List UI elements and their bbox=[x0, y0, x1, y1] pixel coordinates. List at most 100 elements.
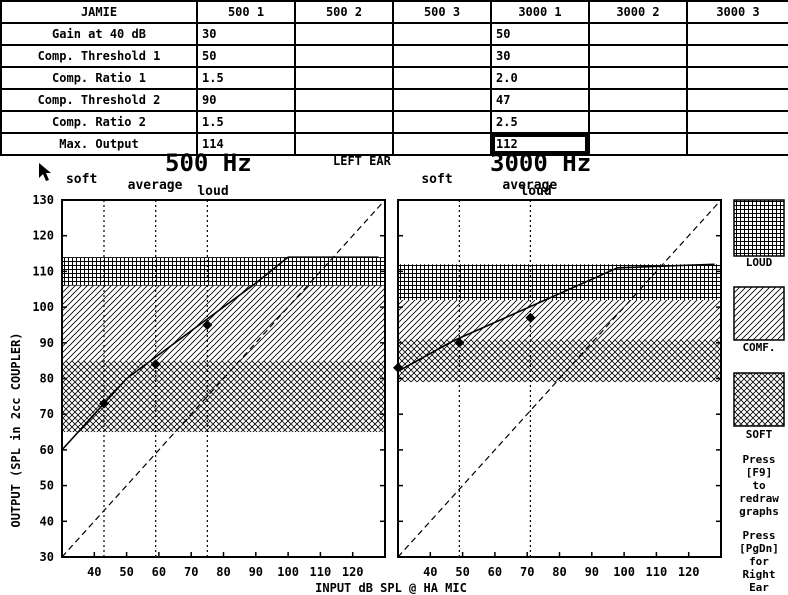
parameter-cell[interactable]: 90 bbox=[196, 88, 296, 112]
parameter-cell[interactable] bbox=[686, 44, 788, 68]
parameter-cell[interactable] bbox=[588, 132, 688, 156]
parameter-cell[interactable] bbox=[392, 110, 492, 134]
row-label: Comp. Ratio 2 bbox=[0, 110, 198, 134]
y-tick-label: 30 bbox=[40, 550, 54, 564]
parameter-cell[interactable]: 112 bbox=[490, 132, 590, 156]
marker-label-loud: loud bbox=[520, 184, 551, 199]
parameter-cell[interactable]: 114 bbox=[196, 132, 296, 156]
parameter-cell[interactable] bbox=[588, 66, 688, 90]
parameter-cell[interactable] bbox=[588, 22, 688, 46]
y-tick-label: 130 bbox=[32, 193, 54, 207]
y-axis-label: OUTPUT (SPL in 2cc COUPLER) bbox=[9, 332, 23, 527]
help-f9: Press [F9] to redraw graphs bbox=[739, 453, 779, 518]
column-header: 3000 1 bbox=[490, 0, 590, 24]
table-row: Comp. Threshold 2 90 47 bbox=[0, 88, 788, 112]
help-pgdn-line: [PgDn] bbox=[739, 542, 779, 555]
help-f9-line: graphs bbox=[739, 505, 779, 518]
data-point bbox=[98, 398, 109, 409]
io-graphs: 500 Hz LEFT EAR 3000 Hz OUTPUT (SPL in 2… bbox=[9, 149, 785, 595]
x-tick-label: 60 bbox=[152, 565, 166, 579]
help-pgdn-line: Press bbox=[742, 529, 775, 542]
parameter-cell[interactable] bbox=[686, 132, 788, 156]
marker-label-average: average bbox=[128, 178, 183, 193]
legend-soft-label: SOFT bbox=[746, 428, 773, 441]
help-pgdn: Press [PgDn] for Right Ear bbox=[739, 529, 779, 594]
marker-label-soft: soft bbox=[66, 172, 97, 187]
y-tick-label: 100 bbox=[32, 300, 54, 314]
parameter-cell[interactable]: 2.0 bbox=[490, 66, 590, 90]
parameter-cell[interactable]: 1.5 bbox=[196, 110, 296, 134]
parameter-cell[interactable] bbox=[686, 88, 788, 112]
x-tick-label: 90 bbox=[249, 565, 263, 579]
parameter-cell[interactable]: 50 bbox=[196, 44, 296, 68]
help-f9-line: [F9] bbox=[746, 466, 773, 479]
marker-label-soft: soft bbox=[421, 172, 452, 187]
x-tick-label: 40 bbox=[87, 565, 101, 579]
x-tick-label: 120 bbox=[342, 565, 364, 579]
table-row: Max. Output 114 112 bbox=[0, 132, 788, 156]
parameter-cell[interactable] bbox=[686, 22, 788, 46]
y-tick-label: 120 bbox=[32, 229, 54, 243]
row-label: Max. Output bbox=[0, 132, 198, 156]
patient-name-header: JAMIE bbox=[0, 0, 198, 24]
parameter-cell[interactable] bbox=[294, 66, 394, 90]
help-f9-line: redraw bbox=[739, 492, 779, 505]
table-row: Comp. Threshold 1 50 30 bbox=[0, 44, 788, 68]
right-frequency-title: 3000 Hz bbox=[490, 149, 591, 177]
x-tick-label: 50 bbox=[119, 565, 133, 579]
parameter-cell[interactable]: 30 bbox=[196, 22, 296, 46]
chart-500hz: soft average loud 30 40 50 60 70 80 90 100 110 120 13… bbox=[32, 172, 386, 579]
x-tick-label: 90 bbox=[585, 565, 599, 579]
legend-loud-swatch bbox=[733, 199, 785, 257]
band-comf bbox=[398, 299, 721, 340]
legend-soft-swatch bbox=[733, 372, 785, 427]
parameter-cell[interactable]: 2.5 bbox=[490, 110, 590, 134]
left-frequency-title: 500 Hz bbox=[165, 149, 252, 177]
x-tick-label: 70 bbox=[184, 565, 198, 579]
parameter-cell[interactable] bbox=[392, 44, 492, 68]
parameter-cell[interactable] bbox=[686, 66, 788, 90]
parameter-cell[interactable] bbox=[686, 110, 788, 134]
help-f9-line: Press bbox=[742, 453, 775, 466]
parameter-cell[interactable] bbox=[294, 22, 394, 46]
parameter-cell[interactable] bbox=[588, 44, 688, 68]
row-label: Comp. Threshold 2 bbox=[0, 88, 198, 112]
parameter-cell[interactable] bbox=[294, 44, 394, 68]
parameter-cell[interactable] bbox=[294, 132, 394, 156]
parameter-cell[interactable] bbox=[392, 88, 492, 112]
parameter-cell[interactable] bbox=[392, 22, 492, 46]
parameter-cell[interactable]: 30 bbox=[490, 44, 590, 68]
parameter-cell[interactable] bbox=[588, 88, 688, 112]
y-tick-label: 90 bbox=[40, 336, 54, 350]
reference-line bbox=[61, 199, 386, 558]
io-curve bbox=[397, 263, 715, 373]
legend-loud-label: LOUD bbox=[746, 256, 773, 269]
row-label: Comp. Threshold 1 bbox=[0, 44, 198, 68]
parameter-cell[interactable] bbox=[392, 66, 492, 90]
data-point bbox=[525, 312, 536, 323]
parameter-cell[interactable] bbox=[392, 132, 492, 156]
help-pgdn-line: Right bbox=[742, 568, 775, 581]
help-pgdn-line: Ear bbox=[749, 581, 769, 594]
help-f9-line: to bbox=[752, 479, 766, 492]
band-loud bbox=[398, 264, 721, 300]
parameter-cell[interactable]: 50 bbox=[490, 22, 590, 46]
column-header: 3000 2 bbox=[588, 0, 688, 24]
legend: LOUD COMF. SOFT bbox=[733, 199, 785, 441]
marker-label-average: average bbox=[502, 178, 557, 193]
parameter-cell[interactable]: 1.5 bbox=[196, 66, 296, 90]
y-tick-label: 60 bbox=[40, 443, 54, 457]
hearing-aid-parameter-table: JAMIE 500 1 500 2 500 3 3000 1 3000 2 3000 3 Ga… bbox=[0, 0, 788, 156]
parameter-cell[interactable] bbox=[294, 110, 394, 134]
help-pgdn-line: for bbox=[749, 555, 769, 568]
parameter-cell[interactable] bbox=[588, 110, 688, 134]
data-point bbox=[150, 359, 161, 370]
table-row: Gain at 40 dB 30 50 bbox=[0, 22, 788, 46]
x-tick-label: 110 bbox=[646, 565, 668, 579]
parameter-cell[interactable]: 47 bbox=[490, 88, 590, 112]
parameter-cell[interactable] bbox=[294, 88, 394, 112]
x-tick-label: 60 bbox=[488, 565, 502, 579]
y-tick-label: 70 bbox=[40, 407, 54, 421]
band-soft bbox=[62, 360, 385, 433]
